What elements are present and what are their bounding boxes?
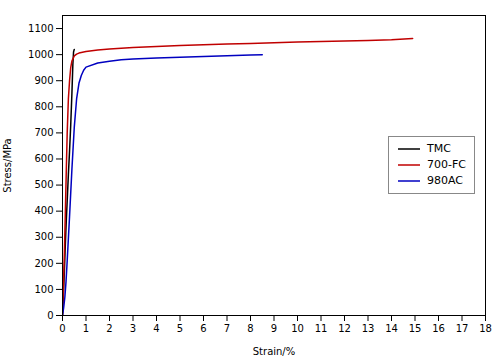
html-text:TMC: TMC [427,142,451,155]
svg-text:2: 2 [106,323,112,334]
svg-text:7: 7 [224,323,230,334]
svg-text:900: 900 [34,75,53,86]
svg-text:200: 200 [34,258,53,269]
svg-text:1: 1 [83,323,89,334]
html-text:700-FC: 700-FC [427,158,466,171]
svg-text:3: 3 [130,323,136,334]
svg-text:Stress/MPa: Stress/MPa [2,138,13,192]
svg-text:11: 11 [315,323,328,334]
svg-text:800: 800 [34,101,53,112]
svg-text:400: 400 [34,205,53,216]
svg-text:500: 500 [34,179,53,190]
svg-text:18: 18 [479,323,492,334]
html-text:980AC: 980AC [427,174,463,187]
svg-text:600: 600 [34,153,53,164]
svg-text:12: 12 [338,323,351,334]
svg-text:Strain/%: Strain/% [253,346,296,357]
svg-text:16: 16 [432,323,445,334]
svg-text:15: 15 [409,323,422,334]
svg-text:10: 10 [291,323,304,334]
svg-text:17: 17 [456,323,469,334]
svg-text:6: 6 [200,323,206,334]
svg-text:14: 14 [385,323,398,334]
svg-text:5: 5 [177,323,183,334]
svg-text:0: 0 [59,323,65,334]
svg-text:4: 4 [153,323,159,334]
svg-text:1100: 1100 [28,23,53,34]
svg-text:100: 100 [34,284,53,295]
svg-text:300: 300 [34,231,53,242]
svg-text:700: 700 [34,127,53,138]
svg-text:0: 0 [47,310,53,321]
svg-text:8: 8 [247,323,253,334]
svg-text:9: 9 [271,323,277,334]
svg-text:1000: 1000 [28,49,53,60]
svg-text:13: 13 [362,323,375,334]
